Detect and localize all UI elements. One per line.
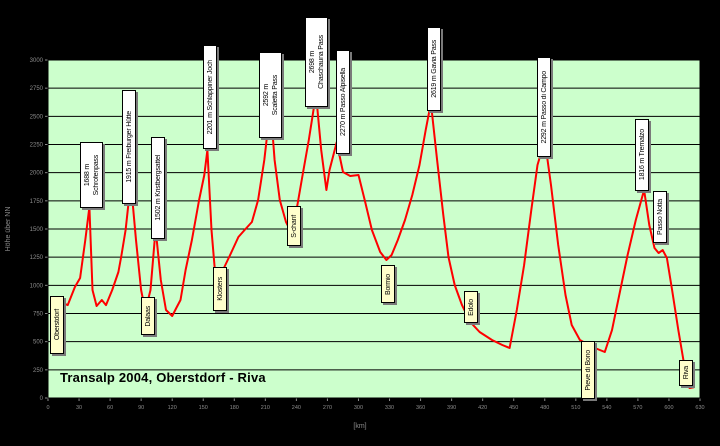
waypoint-label-pass: 2619 m Gavia Pass [427,27,441,111]
waypoint-label-text: 2619 m Gavia Pass [430,40,438,98]
x-tick-label: 180 [230,405,239,411]
waypoint-label-text: Passo Notta [656,199,664,235]
waypoint-label-pass: 2270 m Passo Alpisella [336,50,350,154]
waypoint-label-text: Riva [682,366,690,380]
waypoint-label-pass: 2201 m Schlappiner Joch [203,45,217,149]
y-tick-label: 3000 [30,58,44,64]
y-tick-label: 750 [33,312,44,318]
waypoint-label-text: 2698 m [308,50,316,74]
waypoint-label-text: 2270 m Passo Alpisella [339,68,347,136]
waypoint-label-pass: 1915 m Freiburger Hütte [122,90,136,204]
x-tick-label: 480 [540,405,549,411]
waypoint-label-town: Bormio [381,265,395,303]
waypoint-label-pass: 2698 m Chaschauna Pass [305,17,328,107]
waypoint-label-town: Dalaas [141,297,155,335]
x-tick-label: 0 [46,405,49,411]
y-tick-label: 2250 [30,143,44,149]
x-tick-label: 390 [447,405,456,411]
waypoint-label-town: Klosters [213,267,227,311]
waypoint-label-text: 1502 m Kristbergsattel [154,155,162,221]
waypoint-label-text: Oberstdorf [53,309,61,341]
y-axis-title: Höhe über NN [5,207,12,252]
waypoint-label-text: 1688 m [83,163,91,187]
y-tick-label: 2500 [30,114,44,120]
x-tick-label: 600 [664,405,673,411]
waypoint-label-text: Dalaas [144,305,152,327]
plot-border [47,59,701,399]
x-tick-label: 120 [168,405,177,411]
x-tick-label: 450 [509,405,518,411]
waypoint-label-text: Edolo [467,298,475,316]
waypoint-label-town: S-chanf [287,206,301,246]
waypoint-label-pass: 1816 m Tremalzo [635,119,649,191]
y-tick-label: 1000 [30,283,44,289]
x-tick-label: 300 [354,405,363,411]
y-tick-label: 1250 [30,255,44,261]
x-tick-label: 510 [571,405,580,411]
x-tick-label: 240 [292,405,301,411]
waypoint-label-town: Pieve di Bono [581,341,595,399]
waypoint-label-town: Oberstdorf [50,296,64,354]
x-tick-label: 270 [323,405,332,411]
y-tick-label: 1500 [30,227,44,233]
waypoint-label-pass: 1688 m Schrofenpass [80,142,103,208]
x-tick-label: 330 [385,405,394,411]
x-tick-label: 570 [633,405,642,411]
waypoint-label-text: S-chanf [290,214,298,238]
waypoint-label-text: Schrofenpass [92,154,100,196]
x-tick-label: 540 [602,405,611,411]
waypoint-label-pass: 2592 m Scaletta Pass [259,52,282,138]
x-tick-label: 360 [416,405,425,411]
y-tick-label: 0 [40,396,44,402]
x-tick-label: 60 [107,405,113,411]
x-tick-label: 420 [478,405,487,411]
waypoint-label-text: Pieve di Bono [584,349,592,391]
waypoint-label-text: Klosters [216,277,224,301]
x-tick-label: 30 [76,405,82,411]
y-tick-label: 250 [33,368,44,374]
waypoint-label-town: Edolo [464,291,478,323]
waypoint-label-text: Chaschauna Pass [317,35,325,89]
x-tick-label: 210 [261,405,270,411]
waypoint-label-text: 2292 m Passo di Campo [540,70,548,144]
waypoint-label-text: 1816 m Tremalzo [638,129,646,181]
waypoint-label-text: Scaletta Pass [271,74,279,116]
waypoint-label-pass: 1502 m Kristbergsattel [151,137,165,239]
waypoint-label-text: 2592 m [262,83,270,107]
x-tick-label: 90 [138,405,144,411]
x-axis-title: [km] [353,423,366,430]
waypoint-label-pass: Passo Notta [653,191,667,243]
waypoint-label-text: 2201 m Schlappiner Joch [206,59,214,135]
y-tick-label: 1750 [30,199,44,205]
waypoint-label-pass: 2292 m Passo di Campo [537,57,551,157]
x-tick-label: 630 [695,405,704,411]
waypoint-label-text: 1915 m Freiburger Hütte [125,111,133,183]
x-tick-label: 150 [199,405,208,411]
chart-title: Transalp 2004, Oberstdorf - Riva [60,370,266,385]
y-tick-label: 2000 [30,171,44,177]
waypoint-label-text: Bormio [384,273,392,295]
y-tick-label: 2750 [30,86,44,92]
y-tick-label: 500 [33,340,44,346]
waypoint-label-town: Riva [679,360,693,386]
